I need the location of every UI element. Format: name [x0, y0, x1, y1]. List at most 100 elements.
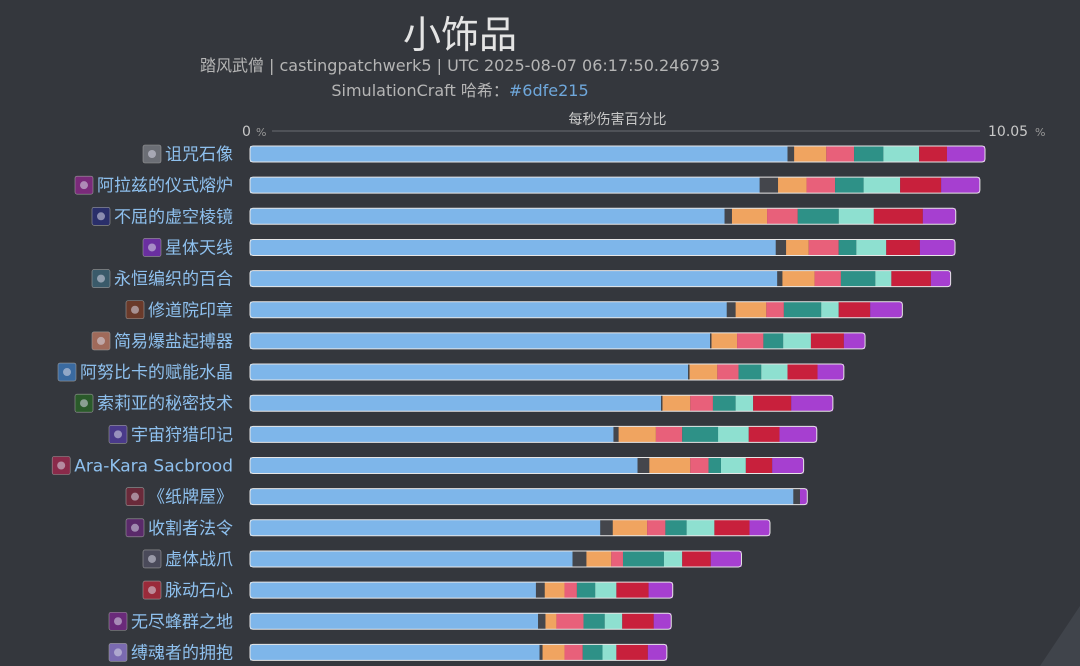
- bar-segment: [930, 270, 951, 287]
- bar-segment: [875, 270, 892, 287]
- bar-outline: [249, 332, 866, 350]
- bar-segment: [854, 146, 884, 162]
- bar-segment: [648, 582, 673, 599]
- trinket-label: 虚体战爪: [165, 550, 233, 570]
- trinket-label: 无尽蜂群之地: [131, 612, 233, 632]
- bar-segment: [595, 582, 617, 599]
- chart-title: 小饰品: [402, 13, 517, 57]
- bar-segment: [814, 270, 841, 287]
- simc-hash-link[interactable]: #6dfe215: [508, 81, 589, 100]
- ara-kara-sacbrood-icon-glyph: [57, 461, 66, 470]
- bar-segment: [682, 426, 719, 443]
- bar-segment: [544, 582, 565, 599]
- bar-segment: [711, 332, 738, 349]
- bar-segment: [735, 301, 767, 318]
- bar-segment: [873, 208, 923, 225]
- bar-segment: [618, 426, 656, 443]
- bar-segment: [810, 332, 844, 349]
- bar-outline: [249, 488, 808, 506]
- bar-segment: [787, 146, 795, 162]
- bar-segment: [835, 177, 864, 194]
- chart-subtitle-hash-line: SimulationCraft 哈希：#6dfe215: [0, 77, 920, 101]
- house-of-cards-icon-glyph: [131, 492, 139, 501]
- arazs-ritual-forge-icon-glyph: [80, 181, 88, 190]
- bar-segment: [542, 644, 565, 661]
- bar-segment: [797, 208, 839, 225]
- cursed-stone-idol-icon-glyph: [148, 150, 156, 158]
- bar-segment: [710, 332, 712, 349]
- bar-outline: [249, 270, 952, 288]
- bar-outline: [249, 425, 818, 443]
- bar-segment: [250, 332, 711, 349]
- bar-outline: [249, 550, 742, 568]
- bar-segment: [748, 426, 780, 443]
- trinket-label: 缚魂者的拥抱: [131, 643, 233, 663]
- bar-segment: [749, 519, 770, 536]
- bar-outline: [249, 176, 981, 194]
- bar-segment: [647, 519, 666, 536]
- bar-segment: [690, 457, 709, 474]
- simple-salt-pacemaker-icon-glyph: [97, 336, 105, 345]
- bar-segment: [779, 426, 817, 443]
- trinket-label: 索莉亚的秘密技术: [97, 394, 233, 414]
- bar-segment: [688, 364, 690, 381]
- bar-segment: [622, 613, 654, 630]
- bar-segment: [806, 177, 836, 194]
- bar-segment: [883, 146, 920, 162]
- bar-segment: [891, 270, 931, 287]
- bar-segment: [783, 332, 811, 349]
- bar-segment: [712, 395, 736, 412]
- pulsing-stoneheart-icon-glyph: [148, 586, 156, 595]
- bar-outline: [249, 612, 672, 630]
- bar-segment: [767, 208, 798, 225]
- trinket-label: 永恒编织的百合: [114, 270, 233, 290]
- bar-segment: [745, 457, 773, 474]
- simc-hash-label: SimulationCraft 哈希：: [331, 81, 509, 100]
- bar-segment: [759, 177, 779, 194]
- bar-segment: [863, 177, 901, 194]
- trinket-label: 星体天线: [165, 238, 233, 258]
- bar-segment: [718, 426, 749, 443]
- bar-segment: [250, 270, 778, 287]
- bar-segment: [826, 146, 855, 162]
- bar-outline: [249, 207, 957, 225]
- bar-segment: [922, 208, 956, 225]
- bar-segment: [600, 519, 613, 536]
- bar-segment: [856, 239, 887, 256]
- bar-segment: [611, 550, 623, 567]
- bar-segment: [787, 364, 818, 381]
- bar-segment: [604, 613, 623, 630]
- anubikkaj-empowered-crystal-icon-glyph: [63, 368, 71, 377]
- trinket-label: 脉动石心: [165, 581, 233, 601]
- bar-segment: [799, 488, 808, 505]
- bar-segment: [738, 364, 762, 381]
- bar-segment: [250, 613, 539, 630]
- bar-segment: [250, 364, 689, 381]
- bar-segment: [682, 550, 711, 567]
- bar-segment: [649, 457, 691, 474]
- bar-segment: [817, 364, 844, 381]
- x-axis-max-label: 10.05: [988, 124, 1028, 140]
- bar-segment: [919, 239, 956, 256]
- bar-segment: [616, 644, 648, 661]
- astral-antenna-icon-glyph: [148, 243, 156, 252]
- bar-segment: [708, 457, 721, 474]
- bar-segment: [545, 613, 557, 630]
- bar-segment: [717, 364, 739, 381]
- bar-segment: [753, 395, 792, 412]
- bar-segment: [714, 519, 750, 536]
- bar-segment: [794, 146, 827, 162]
- x-axis-max-unit: %: [1035, 126, 1045, 139]
- bar-segment: [661, 395, 663, 412]
- bar-segment: [793, 488, 800, 505]
- bar-segment: [662, 395, 691, 412]
- bar-segment: [250, 457, 638, 474]
- bar-segment: [250, 208, 725, 225]
- bar-segment: [583, 613, 605, 630]
- reapers-decree-icon-glyph: [131, 523, 139, 532]
- bar-segment: [690, 395, 713, 412]
- bar-segment: [821, 301, 839, 318]
- bar-segment: [663, 550, 683, 567]
- bar-segment: [250, 488, 794, 505]
- bar-segment: [838, 301, 871, 318]
